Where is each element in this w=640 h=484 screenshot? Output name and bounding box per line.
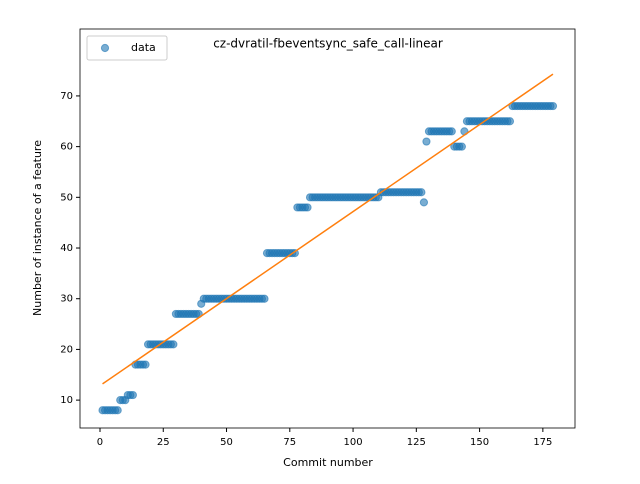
plot-frame (79, 28, 576, 429)
data-point (128, 390, 137, 400)
data-point (447, 127, 456, 136)
data-point (141, 360, 150, 369)
data-point (457, 142, 466, 151)
data-point (419, 198, 429, 207)
x-tick-label: 125 (407, 437, 426, 448)
legend-marker (100, 43, 110, 53)
data-point (260, 294, 269, 303)
y-tick-label: 50 (60, 192, 73, 203)
x-axis-label: Commit number (283, 456, 373, 469)
y-tick-label: 40 (60, 243, 73, 254)
data-point (548, 101, 558, 111)
legend-label: data (131, 41, 156, 54)
x-tick-label: 0 (97, 437, 103, 448)
y-tick-label: 30 (60, 294, 73, 305)
fit-line (102, 73, 554, 385)
x-tick-label: 50 (220, 437, 233, 448)
x-tick-label: 25 (157, 437, 170, 448)
y-tick-label: 20 (60, 344, 73, 355)
data-point (303, 203, 312, 212)
y-tick-label: 10 (60, 395, 73, 406)
y-axis-label: Number of instance of a feature (31, 140, 44, 316)
x-tick-label: 75 (283, 437, 296, 448)
y-tick-label: 60 (60, 142, 73, 153)
data-point (422, 137, 431, 146)
x-tick-label: 175 (533, 437, 552, 448)
legend-box (86, 35, 168, 61)
x-tick-label: 150 (470, 437, 489, 448)
data-point (169, 340, 178, 349)
x-tick-label: 100 (344, 437, 363, 448)
data-point (113, 406, 122, 415)
data-point (505, 117, 515, 126)
data-point (417, 188, 426, 197)
chart-title: cz-dvratil-fbeventsync_safe_call-linear (213, 37, 443, 51)
y-tick-label: 70 (60, 91, 73, 102)
